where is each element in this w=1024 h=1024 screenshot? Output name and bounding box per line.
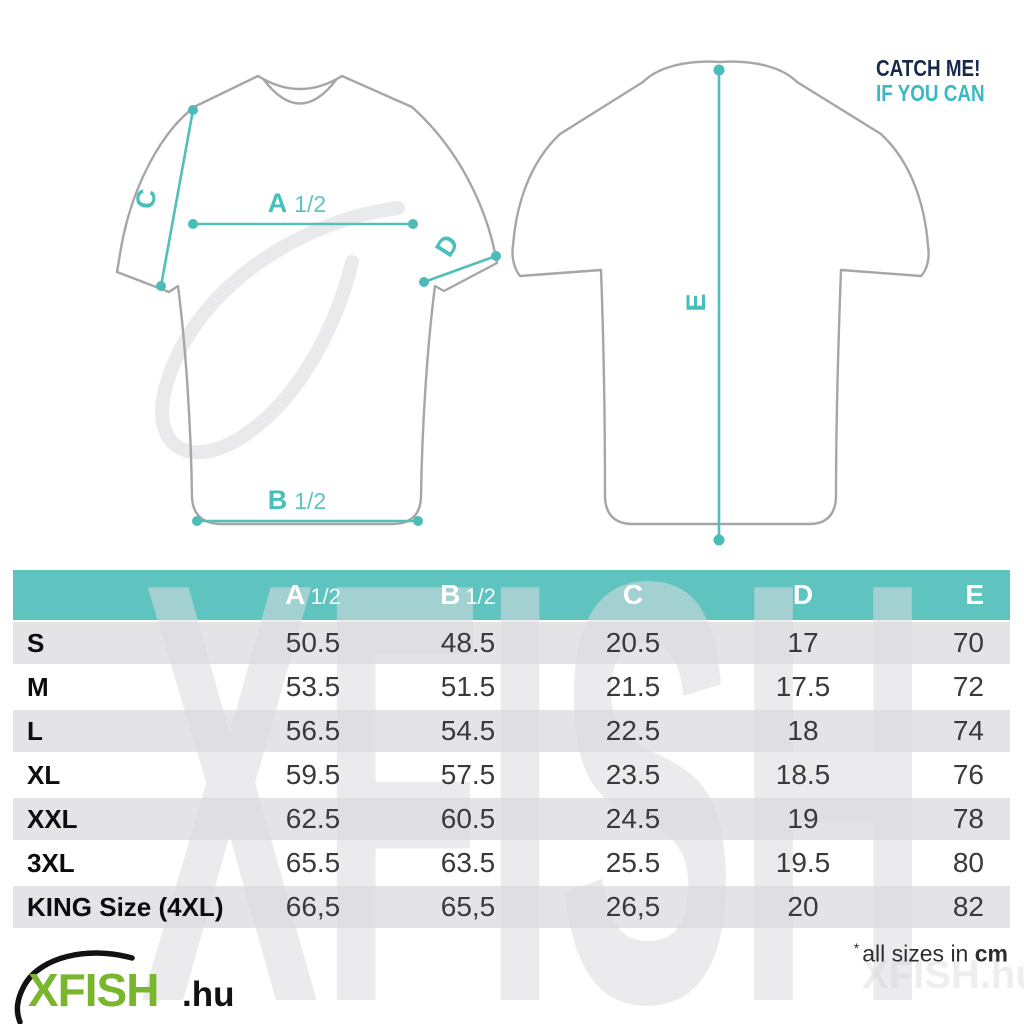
table-cell: 25.5 bbox=[605, 847, 661, 878]
label-e: E bbox=[681, 292, 711, 311]
table-cell: 23.5 bbox=[605, 759, 661, 790]
note-text: all sizes in bbox=[862, 940, 969, 967]
measurement-d: D bbox=[419, 229, 501, 287]
table-cell: 63.5 bbox=[440, 847, 496, 878]
table-cell: 18.5 bbox=[775, 759, 831, 790]
table-header-e: E bbox=[965, 579, 984, 610]
front-shirt bbox=[115, 74, 499, 526]
measurement-c: C bbox=[130, 105, 198, 291]
label-d: D bbox=[429, 229, 465, 262]
measurement-dot bbox=[491, 251, 501, 261]
brand-line-1: CATCH ME! bbox=[876, 55, 981, 81]
note-unit: cm bbox=[974, 940, 1008, 967]
table-header-d: D bbox=[792, 579, 814, 610]
measurement-b: B 1/2 bbox=[192, 485, 423, 526]
table-row: XXL 62.5 60.5 24.5 19 78 bbox=[13, 798, 1010, 840]
label-a: A 1/2 bbox=[268, 188, 326, 218]
note-asterisk: * bbox=[853, 940, 860, 956]
size-label: XXL bbox=[27, 803, 78, 834]
logo-swoosh-icon bbox=[14, 950, 135, 1024]
table-header-a: A 1/2 bbox=[285, 579, 341, 610]
table-cell: 82 bbox=[952, 891, 984, 922]
table-cell: 17.5 bbox=[775, 671, 831, 702]
table-cell: 21.5 bbox=[605, 671, 661, 702]
table-cell: 56.5 bbox=[285, 715, 341, 746]
label-c: C bbox=[130, 186, 163, 211]
size-label: L bbox=[27, 715, 43, 746]
measurement-dot bbox=[413, 516, 423, 526]
table-row: S 50.5 48.5 20.5 17 70 bbox=[13, 622, 1010, 664]
label-b: B 1/2 bbox=[268, 485, 326, 515]
table-cell: 20 bbox=[787, 891, 819, 922]
table-cell: 22.5 bbox=[605, 715, 661, 746]
table-body: S 50.5 48.5 20.5 17 70 M 53.5 51.5 21.5 17.5 72 L 56.… bbox=[13, 622, 1010, 928]
size-label: M bbox=[27, 671, 49, 702]
table-cell: 54.5 bbox=[440, 715, 496, 746]
table-cell: 78 bbox=[952, 803, 984, 834]
table-cell: 62.5 bbox=[285, 803, 341, 834]
size-table: A 1/2 B 1/2 C D E S 50.5 48.5 20.5 17 70 M 53.5 51… bbox=[13, 570, 1010, 928]
front-shirt-collar bbox=[262, 78, 338, 105]
tshirt-measurement-diagram: A 1/2 B 1/2 C D E bbox=[115, 60, 930, 546]
size-label: 3XL bbox=[27, 847, 75, 878]
measurement-a: A 1/2 bbox=[188, 188, 418, 229]
measurement-dot bbox=[419, 277, 429, 287]
table-cell: 24.5 bbox=[605, 803, 661, 834]
table-cell: 51.5 bbox=[440, 671, 496, 702]
table-cell: 17 bbox=[787, 627, 819, 658]
sizes-note: * all sizes in cm bbox=[854, 940, 1008, 968]
measurement-dot bbox=[188, 105, 198, 115]
back-shirt-outline bbox=[511, 60, 930, 526]
table-cell: 26,5 bbox=[605, 891, 661, 922]
logo-text-suffix: .hu bbox=[182, 975, 234, 1014]
table-cell: 72 bbox=[952, 671, 984, 702]
table-cell: 18 bbox=[787, 715, 819, 746]
table-row: M 53.5 51.5 21.5 17.5 72 bbox=[13, 666, 1010, 708]
table-cell: 59.5 bbox=[285, 759, 341, 790]
table-row: XL 59.5 57.5 23.5 18.5 76 bbox=[13, 754, 1010, 796]
size-label: S bbox=[27, 627, 45, 658]
table-cell: 50.5 bbox=[285, 627, 341, 658]
table-cell: 65,5 bbox=[440, 891, 496, 922]
table-cell: 48.5 bbox=[440, 627, 496, 658]
table-cell: 19 bbox=[787, 803, 819, 834]
back-shirt bbox=[511, 60, 930, 526]
measurement-dot bbox=[713, 64, 725, 76]
front-shirt-outline bbox=[115, 74, 499, 526]
table-cell: 57.5 bbox=[440, 759, 496, 790]
table-cell: 20.5 bbox=[605, 627, 661, 658]
measurement-dot bbox=[713, 534, 725, 546]
xfish-logo: XFISH .hu bbox=[14, 950, 234, 1024]
table-cell: 74 bbox=[952, 715, 984, 746]
table-row: L 56.5 54.5 22.5 18 74 bbox=[13, 710, 1010, 752]
measurement-dot bbox=[188, 219, 198, 229]
brand-logo: CATCH ME! IF YOU CAN bbox=[876, 56, 985, 106]
table-cell: 66,5 bbox=[285, 891, 341, 922]
table-row: 3XL 65.5 63.5 25.5 19.5 80 bbox=[13, 842, 1010, 884]
table-cell: 60.5 bbox=[440, 803, 496, 834]
table-header-b: B 1/2 bbox=[440, 579, 496, 610]
measurement-e: E bbox=[681, 64, 725, 546]
logo-text-main: XFISH bbox=[28, 964, 158, 1016]
table-cell: 53.5 bbox=[285, 671, 341, 702]
size-label: KING Size (4XL) bbox=[27, 891, 224, 922]
table-cell: 80 bbox=[952, 847, 984, 878]
table-header-row: A 1/2 B 1/2 C D E bbox=[13, 570, 1010, 620]
table-cell: 19.5 bbox=[775, 847, 831, 878]
measurement-dot bbox=[156, 281, 166, 291]
size-label: XL bbox=[27, 759, 61, 790]
table-row: KING Size (4XL) 66,5 65,5 26,5 20 82 bbox=[13, 886, 1010, 928]
table-cell: 76 bbox=[952, 759, 984, 790]
brand-line-2: IF YOU CAN bbox=[876, 80, 985, 106]
table-header-c: C bbox=[622, 579, 644, 610]
measurement-dot bbox=[192, 516, 202, 526]
table-cell: 65.5 bbox=[285, 847, 341, 878]
measurement-dot bbox=[408, 219, 418, 229]
table-cell: 70 bbox=[952, 627, 984, 658]
measurement-line-d bbox=[423, 254, 497, 284]
